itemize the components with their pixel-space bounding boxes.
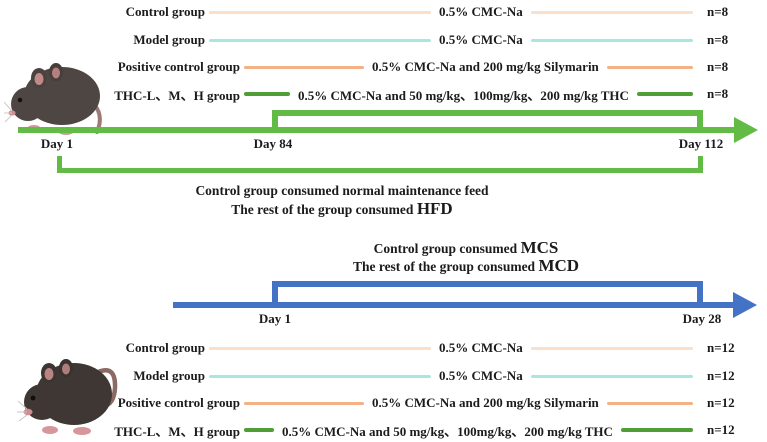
- group-label: Control group: [125, 340, 205, 355]
- mcd-feed-note-line1-prefix: Control group consumed: [373, 241, 521, 256]
- sample-size: n=12: [707, 422, 735, 437]
- hfd-feed-note-line2: The rest of the group consumed HFD: [42, 200, 642, 218]
- sample-size: n=12: [707, 395, 735, 410]
- treatment-line: [244, 428, 274, 432]
- treatment-text: 0.5% CMC-Na and 50 mg/kg、100mg/kg、200 mg…: [298, 87, 629, 103]
- group-label: THC-L、M、H group: [114, 423, 240, 439]
- treatment-text: 0.5% CMC-Na and 50 mg/kg、100mg/kg、200 mg…: [282, 423, 613, 439]
- hfd-timeline-arrowhead: [734, 117, 758, 143]
- mcd-abbr: MCD: [538, 256, 580, 275]
- hfd-timeline-line: [18, 127, 738, 133]
- hfd-group-row-positive: Positive control group 0.5% CMC-Na and 2…: [0, 57, 755, 77]
- mcd-group-row-control: Control group 0.5% CMC-Na n=12: [0, 338, 755, 358]
- treatment-line: [636, 92, 693, 96]
- treatment-text: 0.5% CMC-Na: [439, 368, 523, 383]
- group-label: Positive control group: [117, 59, 240, 74]
- mcd-day1-label: Day 1: [258, 311, 292, 326]
- group-label: Positive control group: [117, 395, 240, 410]
- mcs-abbr: MCS: [520, 238, 559, 257]
- treatment-text: 0.5% CMC-Na: [439, 4, 523, 19]
- treatment-line: [209, 10, 431, 14]
- treatment-line: [530, 10, 693, 14]
- sample-size: n=8: [707, 86, 729, 101]
- sample-size: n=8: [707, 32, 729, 47]
- treatment-text: 0.5% CMC-Na and 200 mg/kg Silymarin: [372, 395, 599, 410]
- hfd-group-row-thc: THC-L、M、H group 0.5% CMC-Na and 50 mg/kg…: [0, 84, 755, 104]
- treatment-line: [606, 65, 693, 69]
- treatment-line: [606, 401, 693, 405]
- group-label: Model group: [133, 32, 205, 47]
- hfd-day84-label: Day 84: [253, 136, 293, 151]
- treatment-line: [530, 374, 693, 378]
- mcd-group-row-thc: THC-L、M、H group 0.5% CMC-Na and 50 mg/kg…: [0, 420, 755, 440]
- treatment-text: 0.5% CMC-Na: [439, 340, 523, 355]
- hfd-group-row-control: Control group 0.5% CMC-Na n=8: [0, 2, 755, 22]
- mcd-feed-note-line1: Control group consumed MCS: [166, 239, 766, 257]
- treatment-line: [620, 428, 693, 432]
- hfd-feeding-bracket: [57, 156, 703, 173]
- treatment-text: 0.5% CMC-Na and 200 mg/kg Silymarin: [372, 59, 599, 74]
- mcd-timeline-line: [173, 302, 735, 308]
- group-label: THC-L、M、H group: [114, 87, 240, 103]
- hfd-day112-label: Day 112: [678, 136, 724, 151]
- hfd-dosing-bracket: [272, 110, 703, 128]
- hfd-abbr: HFD: [416, 199, 453, 218]
- treatment-line: [209, 38, 431, 42]
- treatment-text: 0.5% CMC-Na: [439, 32, 523, 47]
- treatment-line: [244, 92, 290, 96]
- sample-size: n=8: [707, 59, 729, 74]
- treatment-line: [244, 65, 364, 69]
- treatment-line: [209, 374, 431, 378]
- treatment-line: [244, 401, 364, 405]
- treatment-line: [530, 38, 693, 42]
- mcd-group-row-model: Model group 0.5% CMC-Na n=12: [0, 366, 755, 386]
- group-label: Model group: [133, 368, 205, 383]
- sample-size: n=12: [707, 340, 735, 355]
- treatment-line: [209, 346, 431, 350]
- hfd-day1-label: Day 1: [40, 136, 74, 151]
- sample-size: n=8: [707, 4, 729, 19]
- rat-image: [4, 63, 102, 135]
- mcd-timeline-arrowhead: [733, 292, 757, 318]
- hfd-group-row-model: Model group 0.5% CMC-Na n=8: [0, 30, 755, 50]
- mcd-dosing-bracket: [272, 281, 703, 306]
- mcd-day28-label: Day 28: [682, 311, 722, 326]
- sample-size: n=12: [707, 368, 735, 383]
- treatment-line: [530, 346, 693, 350]
- mouse-image: [17, 359, 118, 435]
- mcd-feed-note-line2-prefix: The rest of the group consumed: [352, 259, 539, 274]
- mcd-feed-note-line2: The rest of the group consumed MCD: [166, 257, 766, 275]
- mcd-group-row-positive: Positive control group 0.5% CMC-Na and 2…: [0, 393, 755, 413]
- hfd-feed-note-line2-prefix: The rest of the group consumed: [231, 202, 417, 217]
- group-label: Control group: [125, 4, 205, 19]
- hfd-feed-note-line1: Control group consumed normal maintenanc…: [195, 183, 489, 198]
